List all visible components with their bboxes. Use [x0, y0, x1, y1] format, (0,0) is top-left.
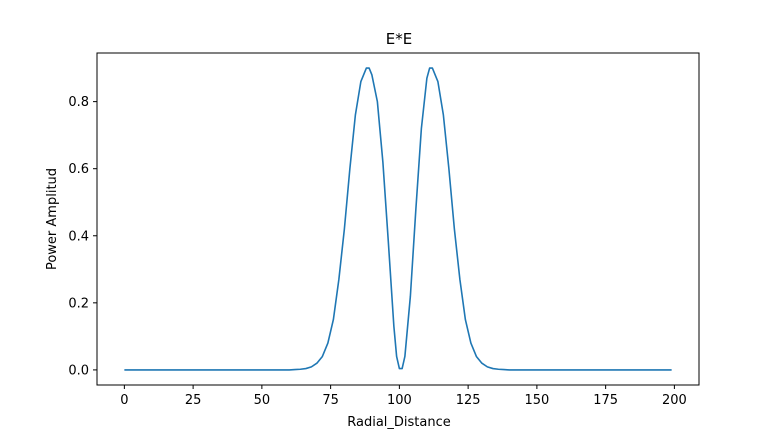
x-tick-label: 200 — [662, 393, 687, 408]
x-tick-label: 50 — [254, 393, 271, 408]
y-tick-label: 0.8 — [68, 95, 89, 110]
x-tick-label: 75 — [322, 393, 339, 408]
x-tick-label: 0 — [120, 393, 128, 408]
x-tick-label: 175 — [593, 393, 618, 408]
series-line — [124, 67, 672, 371]
x-tick-label: 100 — [387, 393, 412, 408]
x-tick-label: 150 — [524, 393, 549, 408]
plot-area-frame — [96, 52, 700, 386]
x-axis-label: Radial_Distance — [347, 415, 451, 430]
x-tick-label: 125 — [456, 393, 481, 408]
y-tick-label: 0.4 — [68, 229, 89, 244]
y-tick-label: 0.6 — [68, 162, 89, 177]
y-tick-label: 0.0 — [68, 363, 89, 378]
chart-title: E*E — [386, 30, 412, 48]
x-tick-label: 25 — [185, 393, 202, 408]
y-axis-label: Power Amplitud — [45, 168, 60, 270]
y-tick-label: 0.2 — [68, 296, 89, 311]
